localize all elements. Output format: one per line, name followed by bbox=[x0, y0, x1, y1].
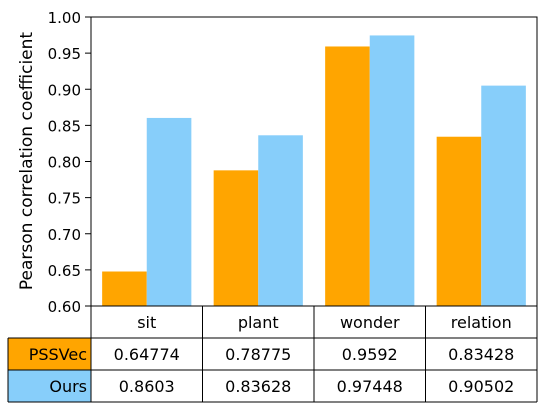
y-tick-label: 0.85 bbox=[48, 117, 81, 135]
category-label-wonder: wonder bbox=[340, 313, 400, 332]
bars bbox=[102, 35, 526, 307]
data-label-ours-wonder: 0.97448 bbox=[337, 377, 403, 396]
data-label-ours-relation: 0.90502 bbox=[448, 377, 514, 396]
legend-label-pssvec: PSSVec bbox=[29, 345, 87, 364]
y-tick-label: 1.00 bbox=[48, 9, 81, 27]
category-label-plant: plant bbox=[238, 313, 279, 332]
data-label-pssvec-sit: 0.64774 bbox=[114, 345, 180, 364]
data-table: sit plant wonder relation PSSVec 0.64774 0.787… bbox=[7, 306, 538, 403]
data-label-pssvec-wonder: 0.9592 bbox=[342, 345, 398, 364]
y-tick-label: 0.95 bbox=[48, 45, 81, 63]
legend-label-ours: Ours bbox=[49, 377, 87, 396]
y-axis: 0.60 0.65 0.70 0.75 0.80 0.85 0.90 0.95 1.00 bbox=[48, 9, 91, 316]
data-label-pssvec-relation: 0.83428 bbox=[448, 345, 514, 364]
category-label-sit: sit bbox=[137, 313, 156, 332]
y-axis-label: Pearson correlation coefficient bbox=[17, 32, 37, 291]
data-label-pssvec-plant: 0.78775 bbox=[225, 345, 291, 364]
bar-ours-relation bbox=[481, 85, 526, 306]
y-tick-label: 0.90 bbox=[48, 81, 81, 99]
legend-swatch-pssvec bbox=[8, 338, 91, 370]
y-tick-label: 0.75 bbox=[48, 190, 81, 208]
data-label-ours-plant: 0.83628 bbox=[225, 377, 291, 396]
bar-pssvec-wonder bbox=[325, 46, 370, 307]
bar-ours-sit bbox=[146, 117, 192, 306]
bar-ours-wonder bbox=[369, 35, 415, 306]
bar-pssvec-sit bbox=[102, 271, 147, 306]
legend-swatch-ours bbox=[8, 370, 91, 402]
y-tick-label: 0.70 bbox=[48, 226, 81, 244]
bar-pssvec-plant bbox=[213, 170, 259, 306]
y-tick-label: 0.80 bbox=[48, 154, 81, 172]
category-label-relation: relation bbox=[451, 313, 512, 332]
y-tick-label: 0.60 bbox=[48, 298, 81, 316]
y-tick-label: 0.65 bbox=[48, 262, 81, 280]
data-label-ours-sit: 0.8603 bbox=[119, 377, 175, 396]
bar-pssvec-relation bbox=[436, 136, 482, 306]
bar-ours-plant bbox=[258, 135, 303, 306]
